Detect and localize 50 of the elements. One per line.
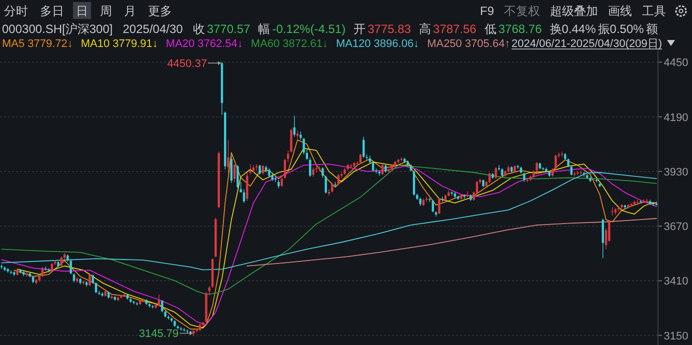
text: MA250: [427, 38, 462, 50]
annotation: 2024/06/21-2025/04/30(209日): [512, 38, 662, 50]
text: MA5: [2, 38, 25, 50]
text: 开: [354, 22, 366, 36]
text: -0.12%(-4.51): [272, 22, 346, 36]
y-tick-label: 3410: [664, 276, 688, 288]
chart-subtitle: 2025/04/30: [122, 22, 184, 36]
text: 3770.57: [206, 22, 251, 36]
y-tick-label: 4190: [664, 112, 688, 124]
text: 3768.76: [498, 22, 542, 36]
text: 换0.44%: [550, 22, 596, 36]
text: 低: [484, 22, 496, 36]
text: 日: [76, 4, 88, 18]
line-series: [246, 218, 657, 266]
text: 3775.83: [368, 22, 412, 36]
text: 分时: [4, 4, 28, 18]
y-tick-label: 3150: [664, 330, 688, 342]
line-series: [1, 164, 657, 295]
annotation: 3896.06↓: [374, 38, 420, 50]
text: F9: [480, 4, 494, 18]
annotation: 3762.54↓: [198, 38, 243, 50]
text: 额: [646, 22, 658, 36]
text: MA20: [166, 38, 195, 50]
annotation: 3779.91↓: [112, 38, 158, 50]
text: 工具: [642, 4, 666, 18]
text: 收: [192, 22, 205, 36]
text: 超级叠加: [550, 4, 598, 18]
text: MA10: [80, 38, 110, 50]
chart-title: 000300.SH[沪深300]: [2, 22, 113, 36]
text: 振0.50%: [598, 22, 644, 36]
text: 月: [124, 4, 136, 18]
text: 幅: [258, 22, 270, 36]
annotation: 3145.79: [138, 328, 179, 340]
annotation: 3705.64↑: [464, 38, 510, 50]
y-tick-label: 3670: [664, 221, 688, 234]
annotation: 3872.61↓: [282, 38, 328, 50]
text: 更多: [148, 4, 172, 18]
text: 3787.56: [432, 22, 477, 36]
y-tick-label: 4450: [664, 57, 688, 70]
y-tick-label: 3930: [664, 166, 688, 178]
annotation: 3779.72↓: [28, 38, 73, 50]
text: 不复权: [504, 4, 540, 18]
text: 高: [418, 22, 431, 36]
text: MA60: [250, 38, 280, 50]
text: MA120: [336, 38, 371, 50]
text: 画线: [608, 4, 632, 18]
text: 多日: [40, 4, 64, 18]
line-series: [1, 172, 657, 270]
annotation: 4450.37: [167, 58, 207, 70]
text: 周: [100, 4, 112, 18]
